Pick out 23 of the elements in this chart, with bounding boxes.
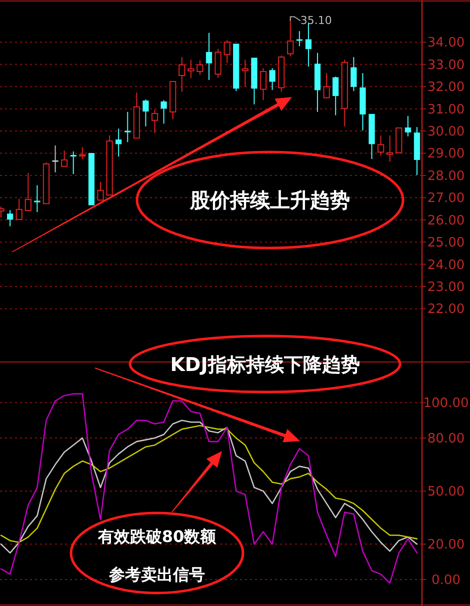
y-tick-label: 0.00 [432,572,460,588]
y-tick-label: 27.00 [427,191,465,206]
y-tick-label: 32.00 [427,80,465,96]
y-tick-label: 25.00 [427,236,465,251]
y-tick-label: 100.00 [423,396,469,412]
y-tick-label: 33.00 [427,58,465,73]
annotation: 股价持续上升趋势 [189,188,350,212]
line-series [0,393,418,584]
annotation: 有效跌破80数额 [96,526,218,546]
y-tick-label: 80.00 [427,432,465,447]
y-tick-label: 34.00 [427,36,465,51]
y-tick-label: 22.00 [427,302,465,318]
y-tick-label: 29.00 [427,146,465,162]
annotation: 35.10 [300,14,332,27]
annotation: 参考卖出信号 [108,564,205,584]
y-tick-label: 20.00 [427,538,465,553]
y-tick-label: 24.00 [427,258,465,273]
y-tick-label: 31.00 [427,102,465,118]
y-tick-label: 30.00 [427,124,465,140]
y-tick-label: 50.00 [427,484,465,500]
y-tick-label: 23.00 [427,280,465,295]
y-tick-label: 26.00 [427,213,465,228]
y-tick-label: 28.00 [427,168,465,184]
